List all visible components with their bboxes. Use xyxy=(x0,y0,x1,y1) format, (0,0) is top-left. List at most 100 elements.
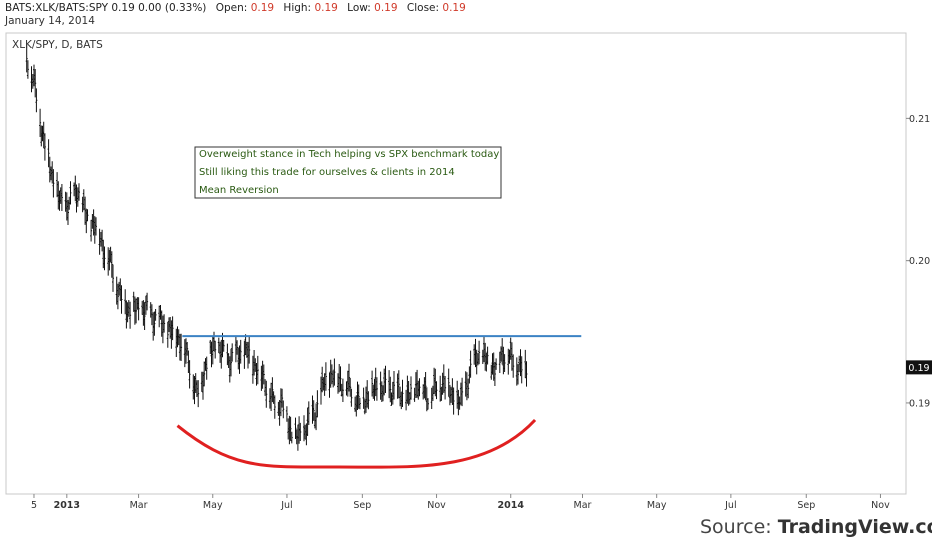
price-bar xyxy=(34,69,37,98)
price-bar xyxy=(424,372,427,401)
price-bar xyxy=(469,350,472,378)
price-bar xyxy=(401,379,404,407)
price-bar xyxy=(357,384,360,409)
x-tick-label: Nov xyxy=(427,500,446,511)
x-tick-label: 5 xyxy=(31,500,37,511)
x-tick-label: 2013 xyxy=(54,500,80,511)
price-bar xyxy=(153,311,156,336)
open-value: 0.19 xyxy=(250,2,275,14)
last-value: 0.19 xyxy=(111,2,135,14)
x-tick-label: Jul xyxy=(280,500,292,511)
price-bar xyxy=(444,376,447,400)
price-bar xyxy=(95,217,97,236)
price-bar xyxy=(348,363,350,392)
price-bar xyxy=(486,346,489,365)
price-bar xyxy=(265,380,268,408)
price-bar xyxy=(222,340,225,352)
price-bar xyxy=(43,133,46,161)
price-bar xyxy=(294,417,297,439)
price-bar xyxy=(120,285,123,314)
change-percent: (0.33%) xyxy=(164,2,207,14)
price-bar xyxy=(230,348,232,377)
price-bar xyxy=(289,416,292,441)
source-brand: TradingView.com xyxy=(777,516,932,538)
price-bar xyxy=(180,333,183,361)
price-bar xyxy=(333,358,336,386)
price-bar xyxy=(103,246,106,271)
price-bar xyxy=(262,364,265,385)
price-bar xyxy=(231,343,234,362)
x-axis: 5 2013 Mar May Jul Sep Nov 2014 Mar May Jul Sep Nov xyxy=(31,494,890,511)
price-bar xyxy=(166,321,169,348)
price-bar xyxy=(362,387,365,409)
price-bar xyxy=(285,406,288,422)
open-label: Open: xyxy=(215,2,248,14)
price-bar xyxy=(324,362,327,391)
price-bar xyxy=(214,340,217,359)
plot-area[interactable] xyxy=(5,32,907,495)
y-tick-label: 0.20 xyxy=(909,256,930,267)
header-date: January 14, 2014 xyxy=(5,15,95,27)
annotation-line-1: Overweight stance in Tech helping vs SPX… xyxy=(199,149,499,160)
x-tick-label: Mar xyxy=(130,500,148,511)
price-bar xyxy=(316,390,319,418)
price-bar xyxy=(312,400,315,421)
price-bar xyxy=(307,401,310,425)
price-bar xyxy=(25,44,28,73)
price-bar xyxy=(171,316,174,341)
annotation-box[interactable]: Overweight stance in Tech helping vs SPX… xyxy=(194,146,502,199)
price-bar xyxy=(248,336,251,364)
chart-title: XLK/SPY, D, BATS xyxy=(12,39,103,51)
price-bar xyxy=(341,378,344,402)
price-bar xyxy=(389,376,392,403)
low-value: 0.19 xyxy=(374,2,398,14)
last-price-tag: 0.19 xyxy=(906,360,932,375)
close-value: 0.19 xyxy=(442,2,466,14)
price-bar xyxy=(273,395,276,419)
price-bar xyxy=(116,283,119,310)
x-tick-label: May xyxy=(203,500,223,511)
price-bar xyxy=(90,219,93,242)
price-bar xyxy=(495,358,498,370)
price-bar xyxy=(349,377,352,397)
price-bar xyxy=(299,422,302,441)
price-bar xyxy=(410,376,412,400)
price-bar xyxy=(371,370,374,397)
price-bar xyxy=(375,377,378,401)
price-bar xyxy=(112,264,114,292)
x-tick-label: Sep xyxy=(797,500,815,511)
price-bar xyxy=(143,302,146,330)
price-bar xyxy=(135,298,138,324)
price-bar xyxy=(239,339,242,364)
price-bar xyxy=(256,355,259,385)
price-bar xyxy=(461,377,464,407)
price-bar xyxy=(427,398,429,410)
price-bar xyxy=(69,181,72,205)
price-bar xyxy=(186,342,189,356)
price-bar xyxy=(435,381,438,400)
price-bar xyxy=(384,365,387,393)
price-bar xyxy=(517,364,519,385)
support-arc[interactable] xyxy=(176,418,537,469)
price-bar xyxy=(493,362,496,386)
price-bar xyxy=(397,370,400,399)
symbol-header: BATS:XLK/BATS:SPY 0.19 0.00 (0.33%) Open… xyxy=(5,2,466,15)
price-bar xyxy=(447,368,450,397)
price-bar xyxy=(452,387,455,415)
price-bar xyxy=(520,356,523,384)
price-bar xyxy=(146,292,149,311)
price-bar xyxy=(512,354,515,378)
price-bar xyxy=(203,361,206,387)
source-credit[interactable]: Source: TradingView.com xyxy=(700,516,932,538)
price-bar xyxy=(367,391,370,410)
price-bar xyxy=(47,139,50,168)
price-bar xyxy=(339,366,342,392)
price-bar xyxy=(281,388,284,408)
price-bar xyxy=(188,360,191,389)
price-bar xyxy=(78,183,80,201)
price-bar xyxy=(197,380,200,408)
price-bar xyxy=(154,309,157,321)
price-bar xyxy=(205,356,208,380)
price-bar xyxy=(478,340,481,365)
price-bar xyxy=(503,354,506,372)
